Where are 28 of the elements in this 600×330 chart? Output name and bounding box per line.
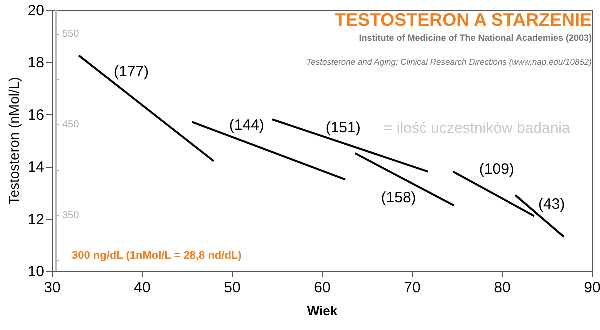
y2-tick-label: 550 — [62, 29, 80, 40]
y2-tick-label: 450 — [62, 120, 80, 131]
annotation: Testosterone and Aging: Clinical Research Directions (www.nap.edu/10852) — [306, 57, 592, 67]
y-tick-label: 14 — [28, 159, 44, 176]
x-tick-label: 70 — [404, 280, 421, 296]
series-label: (144) — [229, 116, 264, 134]
chart-title: TESTOSTERON A STARZENIE — [334, 10, 592, 30]
x-tick-label: 50 — [224, 280, 241, 296]
x-tick-label: 30 — [44, 280, 61, 296]
x-axis-title: Wiek — [307, 304, 338, 318]
text: Institute of Medicine of The National Academies (2003) — [359, 33, 592, 43]
y-tick-label: 10 — [28, 264, 44, 280]
series-label: (43) — [538, 196, 566, 214]
series-label: (177) — [114, 64, 150, 81]
y-axis-title: Testosteron (nMol/L) — [6, 77, 22, 205]
x-tick-label: 90 — [584, 280, 600, 296]
y-tick-label: 16 — [28, 106, 44, 124]
x-tick-label: 40 — [134, 280, 151, 296]
y-tick-label: 20 — [28, 2, 44, 20]
x-tick-label: 80 — [494, 280, 511, 296]
y2-tick-label: 350 — [62, 210, 80, 222]
series-label: (158) — [381, 190, 416, 207]
series-label: (151) — [326, 120, 361, 137]
annotation: 300 ng/dL (1nMol/L = 28,8 nd/dL) — [72, 250, 242, 262]
y-tick-label: 18 — [28, 54, 44, 72]
series-label: (109) — [479, 161, 514, 178]
y-tick-label: 12 — [28, 211, 44, 228]
x-tick-label: 60 — [314, 280, 331, 296]
